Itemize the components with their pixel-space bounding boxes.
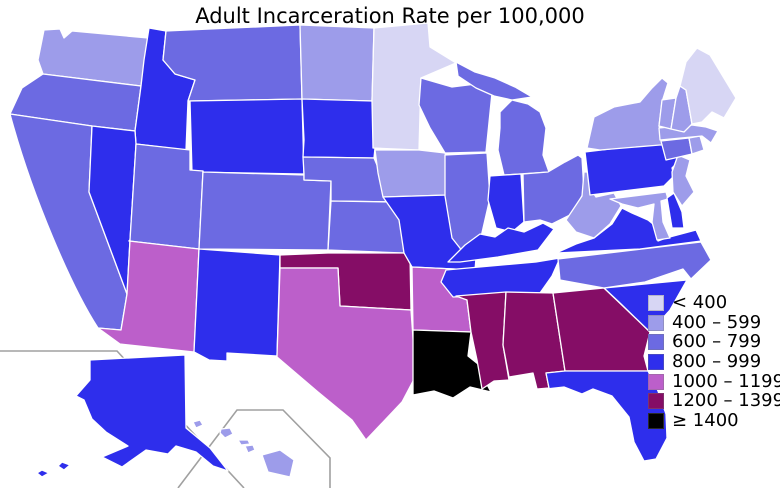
legend-label: 1200 – 1399 — [672, 390, 780, 412]
legend-label: 600 – 799 — [672, 331, 762, 353]
legend-swatch-800-999 — [648, 354, 664, 371]
legend-label: ≥ 1400 — [672, 409, 739, 431]
state-ct — [660, 137, 693, 161]
legend-label: < 400 — [672, 292, 728, 314]
state-de — [666, 192, 685, 229]
legend-swatch-600-799 — [648, 334, 664, 351]
state-co — [198, 170, 332, 251]
state-nj — [671, 154, 695, 207]
state-ak — [36, 354, 229, 478]
legend-item: 400 – 599 — [648, 311, 780, 333]
state-nc — [557, 241, 712, 289]
state-nm — [193, 248, 281, 362]
legend-label: 400 – 599 — [672, 311, 762, 333]
state-ky — [447, 222, 555, 263]
legend-item: 1000 – 1199 — [648, 370, 780, 392]
state-wv — [565, 171, 622, 239]
legend-swatch-400-599 — [648, 314, 664, 331]
state-tx — [276, 267, 422, 441]
legend-item: 800 – 999 — [648, 351, 780, 373]
state-ia — [374, 149, 453, 198]
legend-swatch-lt400 — [648, 295, 664, 312]
legend-label: 1000 – 1199 — [672, 370, 780, 392]
legend-item: < 400 — [648, 292, 780, 314]
state-me — [679, 47, 737, 125]
state-sd — [301, 98, 378, 159]
map-legend: < 400 400 – 599 600 – 799 800 – 999 1000… — [648, 292, 780, 432]
state-hi — [192, 419, 295, 478]
state-ri — [688, 135, 705, 155]
legend-swatch-1200-1399 — [648, 393, 664, 410]
state-mi — [455, 61, 550, 176]
legend-item: 1200 – 1399 — [648, 390, 780, 412]
legend-item: ≥ 1400 — [648, 409, 780, 431]
hawaii-inset-border — [177, 409, 331, 488]
state-wy — [189, 98, 305, 175]
legend-swatch-ge1400 — [648, 412, 664, 429]
map-title: Adult Incarceration Rate per 100,000 — [195, 4, 585, 28]
legend-swatch-1000-1199 — [648, 373, 664, 390]
legend-label: 800 – 999 — [672, 351, 762, 373]
state-in — [487, 173, 525, 233]
state-nd — [299, 24, 375, 102]
legend-item: 600 – 799 — [648, 331, 780, 353]
state-tn — [440, 257, 561, 298]
state-wi — [418, 77, 493, 154]
